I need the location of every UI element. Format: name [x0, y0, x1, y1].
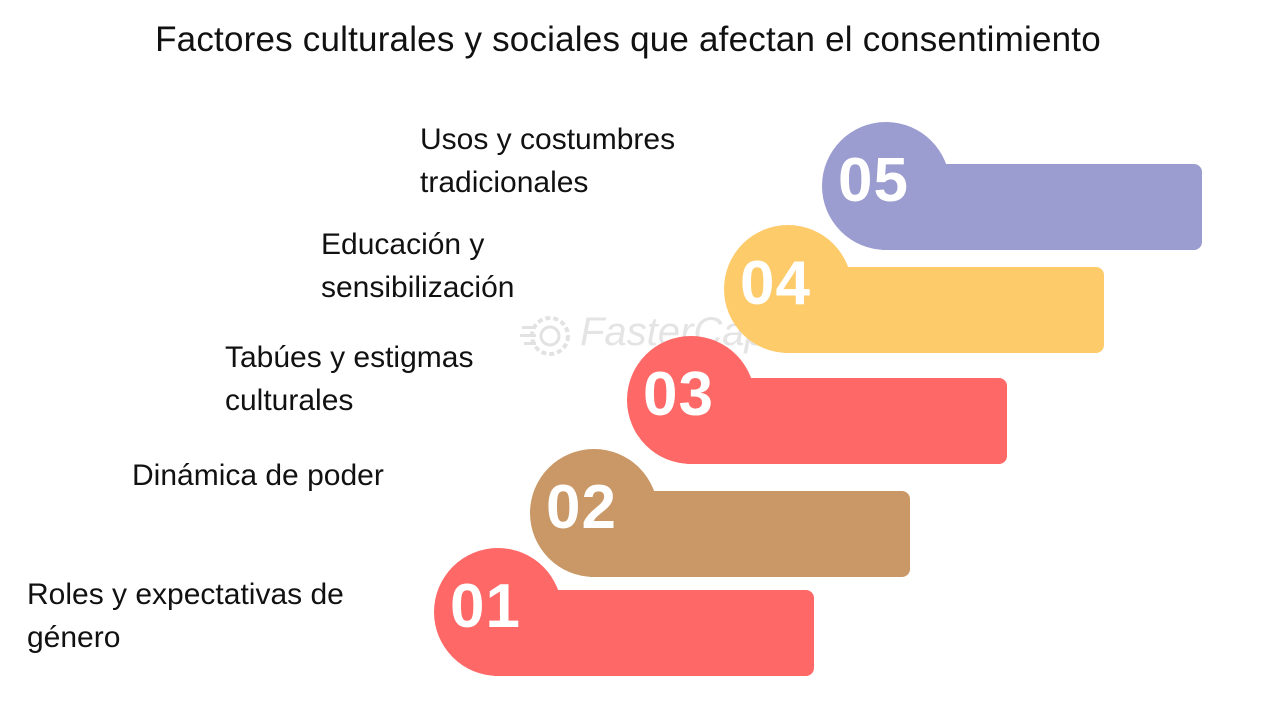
step-02-circle: [530, 449, 658, 577]
step-03-label: Tabúes y estigmas culturales: [225, 336, 473, 422]
step-05-label-line: tradicionales: [420, 166, 589, 199]
step-04-label-line: sensibilización: [321, 271, 515, 304]
step-03-label-line: culturales: [225, 384, 354, 417]
fastercapital-logo-icon: [520, 316, 570, 356]
step-02-label-line: Dinámica de poder: [132, 459, 384, 492]
step-01-number: 01: [450, 572, 521, 641]
step-05-circle: [822, 122, 950, 250]
step-05-label-line: Usos y costumbres: [420, 123, 676, 156]
step-03-number: 03: [643, 360, 714, 429]
step-04-label: Educación y sensibilización: [321, 223, 514, 309]
step-01-label-line: género: [27, 621, 121, 654]
step-01-circle: [434, 548, 562, 676]
step-05-label: Usos y costumbres tradicionales: [420, 118, 675, 204]
step-02-number: 02: [546, 473, 617, 542]
diagram-title: Factores culturales y sociales que afect…: [155, 20, 1101, 59]
step-01-label: Roles y expectativas de género: [27, 573, 344, 659]
step-03-circle: [627, 336, 755, 464]
step-03-label-line: Tabúes y estigmas: [225, 341, 474, 374]
step-02-label: Dinámica de poder: [132, 454, 384, 497]
step-04-circle: [724, 225, 852, 353]
step-01-label-line: Roles y expectativas de: [27, 578, 344, 611]
step-04-number: 04: [740, 249, 811, 318]
step-04-label-line: Educación y: [321, 228, 485, 261]
step-05-number: 05: [838, 146, 909, 215]
